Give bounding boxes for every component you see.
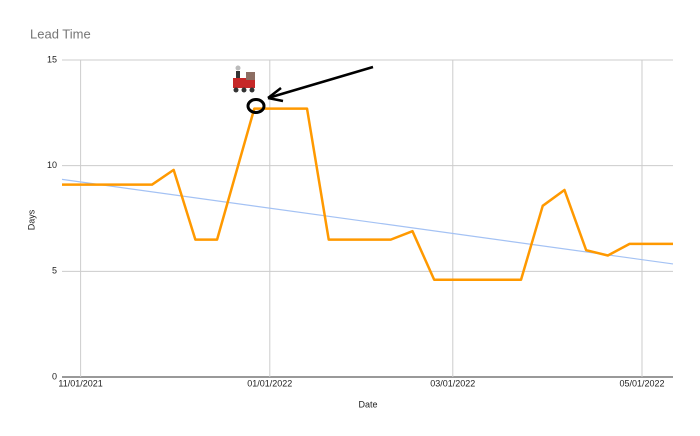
x-tick-label: 05/01/2022 [619,378,664,388]
x-tick-label: 01/01/2022 [247,378,292,388]
arrow [267,65,374,100]
circle-mark [246,98,266,114]
y-tick-label: 15 [47,54,57,64]
y-tick-label: 10 [47,160,57,170]
line-series [62,107,673,282]
plot-area: 0 5 10 15 11/01/2021 01/01/2022 03/01/2022 05/0… [47,54,674,388]
arrow-head [267,87,284,103]
chart-title: Lead Time [30,26,91,41]
y-tick-label: 5 [52,266,57,276]
x-axis-label: Date [358,399,377,409]
train-icon [233,65,255,93]
y-tick-label: 0 [52,371,57,381]
y-axis-label: Days [26,209,36,230]
trendline [61,178,674,265]
x-tick-label: 03/01/2022 [430,378,475,388]
annotation [233,65,374,114]
x-tick-label: 11/01/2021 [58,378,102,388]
